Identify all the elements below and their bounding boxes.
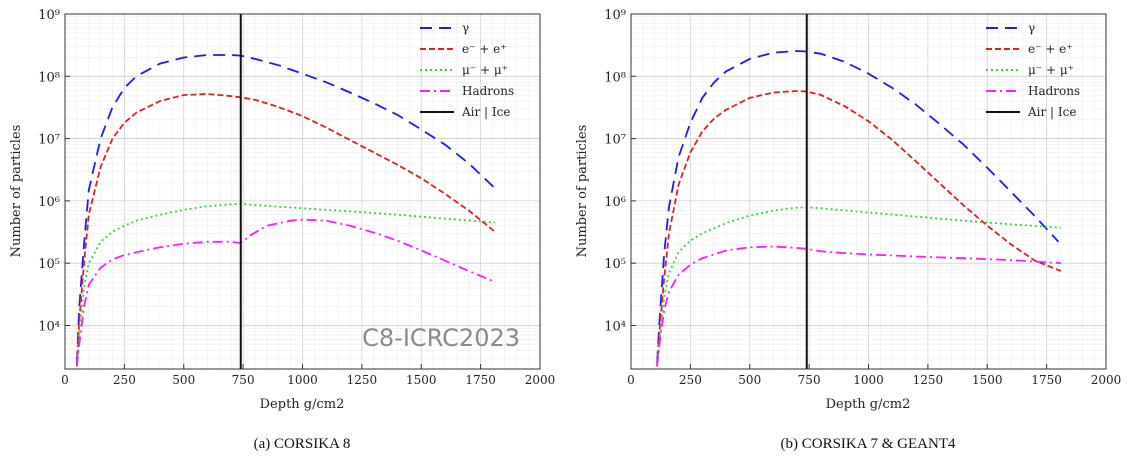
caption: (a) CORSIKA 8 <box>254 436 351 452</box>
legend-label: e⁻ + e⁺ <box>462 42 507 56</box>
x-tick-label: 1000 <box>853 373 884 387</box>
grid <box>64 13 541 370</box>
x-tick-label: 1500 <box>972 373 1003 387</box>
series-line <box>76 54 496 364</box>
y-tick-label: 10⁴ <box>604 319 626 334</box>
legend-label: Air | Ice <box>461 105 510 119</box>
annotation: C8-ICRC2023 <box>362 324 520 352</box>
x-tick-label: 1750 <box>1031 373 1062 387</box>
series-line <box>76 202 495 367</box>
x-tick-label: 1000 <box>287 373 318 387</box>
legend-label: Hadrons <box>1028 84 1080 98</box>
x-tick-label: 0 <box>627 373 635 387</box>
ticks: 0 250 500 750 1000 1250 1500 1750 2000 10⁴ 10⁵ 10⁶ 1… <box>604 8 1121 387</box>
x-tick-label: 1250 <box>347 373 378 387</box>
legend-label: e⁻ + e⁺ <box>1028 42 1073 56</box>
x-tick-label: 250 <box>113 373 136 387</box>
y-axis-label: Number of particles <box>9 125 24 258</box>
y-tick-label: 10⁶ <box>38 195 60 210</box>
series-layer <box>656 50 1062 367</box>
x-axis-label: Depth g/cm2 <box>826 397 911 412</box>
x-tick-label: 1750 <box>465 373 496 387</box>
series-line <box>656 90 1062 366</box>
x-tick-label: 750 <box>232 373 255 387</box>
legend-label: Air | Ice <box>1027 105 1076 119</box>
y-tick-label: 10⁷ <box>38 133 60 148</box>
y-tick-label: 10⁵ <box>38 257 60 272</box>
y-tick-label: 10⁴ <box>38 319 60 334</box>
x-tick-label: 1250 <box>913 373 944 387</box>
legend: γ e⁻ + e⁺ μ⁻ + μ⁺ Hadrons Air | Ice <box>986 21 1080 119</box>
series-line <box>656 50 1060 364</box>
plot-frame <box>630 13 1107 370</box>
y-tick-label: 10⁸ <box>604 70 626 85</box>
ticks: 0 250 500 750 1000 1250 1500 1750 2000 10⁴ 10⁵ 10⁶ 1… <box>38 8 555 387</box>
y-tick-label: 10⁷ <box>604 133 626 148</box>
y-tick-label: 10⁵ <box>604 257 626 272</box>
caption: (b) CORSIKA 7 & GEANT4 <box>781 436 956 452</box>
x-tick-label: 250 <box>679 373 702 387</box>
legend-label: γ <box>462 21 469 35</box>
y-tick-label: 10⁹ <box>38 8 60 23</box>
legend-label: μ⁻ + μ⁺ <box>1028 63 1074 77</box>
y-tick-label: 10⁸ <box>38 70 60 85</box>
x-tick-label: 750 <box>798 373 821 387</box>
x-tick-label: 0 <box>61 373 69 387</box>
legend: γ e⁻ + e⁺ μ⁻ + μ⁺ Hadrons Air | Ice <box>420 21 514 119</box>
plot-frame <box>64 13 541 370</box>
legend-label: Hadrons <box>462 84 514 98</box>
y-tick-label: 10⁹ <box>604 8 626 23</box>
series-line <box>76 93 496 366</box>
x-axis-label: Depth g/cm2 <box>260 397 345 412</box>
chart-a: 0 250 500 750 1000 1250 1500 1750 2000 10⁴ 10⁵ 10⁶ 1… <box>9 8 555 452</box>
x-tick-label: 2000 <box>525 373 556 387</box>
legend-label: γ <box>1028 21 1035 35</box>
y-tick-label: 10⁶ <box>604 195 626 210</box>
x-tick-label: 500 <box>738 373 761 387</box>
series-line <box>656 245 1061 367</box>
chart-b: 0 250 500 750 1000 1250 1500 1750 2000 10⁴ 10⁵ 10⁶ 1… <box>575 8 1121 452</box>
legend-label: μ⁻ + μ⁺ <box>462 63 508 77</box>
x-tick-label: 1500 <box>406 373 437 387</box>
series-line <box>656 206 1061 367</box>
x-tick-label: 500 <box>172 373 195 387</box>
y-axis-label: Number of particles <box>575 125 590 258</box>
x-tick-label: 2000 <box>1091 373 1122 387</box>
